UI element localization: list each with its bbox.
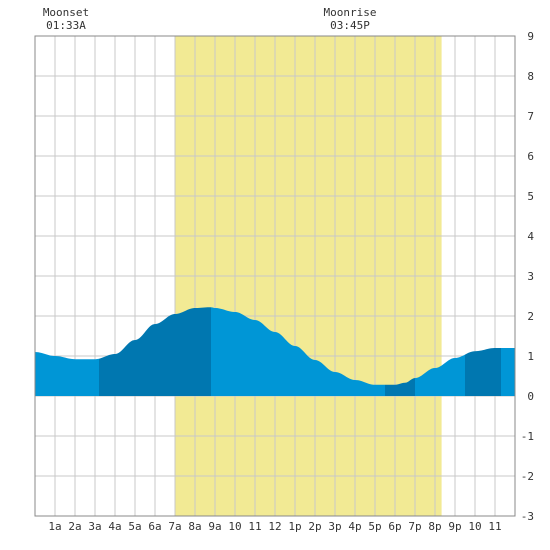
moon-event-time: 03:45P bbox=[330, 19, 370, 32]
y-tick-label: 7 bbox=[527, 110, 534, 123]
x-tick-label: 8p bbox=[428, 520, 441, 533]
x-tick-label: 11 bbox=[488, 520, 501, 533]
moon-event-label: Moonset bbox=[43, 6, 89, 19]
y-tick-label: -1 bbox=[521, 430, 534, 443]
tide-area-dark bbox=[99, 307, 211, 396]
tide-area-dark bbox=[465, 348, 501, 396]
x-tick-label: 1p bbox=[288, 520, 301, 533]
tide-area-light bbox=[415, 354, 465, 396]
x-tick-label: 6a bbox=[148, 520, 161, 533]
x-tick-label: 9p bbox=[448, 520, 461, 533]
x-tick-label: 2p bbox=[308, 520, 321, 533]
tide-area-light bbox=[501, 348, 515, 396]
x-tick-label: 10 bbox=[228, 520, 241, 533]
x-tick-label: 11 bbox=[248, 520, 261, 533]
x-axis-labels: 1a 2a 3a 4a 5a 6a 7a 8a 9a 10 11 12 1p 2p 3p 4p 5p 6p 7p 8p… bbox=[48, 520, 501, 533]
moon-event-time: 01:33A bbox=[46, 19, 86, 32]
x-tick-label: 4a bbox=[108, 520, 121, 533]
x-tick-label: 7a bbox=[168, 520, 181, 533]
y-tick-label: 1 bbox=[527, 350, 534, 363]
x-tick-label: 8a bbox=[188, 520, 201, 533]
tide-area-dark bbox=[385, 378, 415, 396]
x-tick-label: 6p bbox=[388, 520, 401, 533]
x-tick-label: 3p bbox=[328, 520, 341, 533]
x-tick-label: 7p bbox=[408, 520, 421, 533]
y-tick-label: 0 bbox=[527, 390, 534, 403]
plot-frame bbox=[34, 35, 516, 517]
y-tick-label: 2 bbox=[527, 310, 534, 323]
y-axis-labels: -3 -2 -1 0 1 2 3 4 5 6 7 8 9 bbox=[521, 30, 535, 523]
x-tick-label: 9a bbox=[208, 520, 221, 533]
x-tick-label: 4p bbox=[348, 520, 361, 533]
x-tick-label: 2a bbox=[68, 520, 81, 533]
x-tick-label: 10 bbox=[468, 520, 481, 533]
tide-area-light bbox=[35, 352, 99, 396]
x-tick-label: 3a bbox=[88, 520, 101, 533]
y-tick-label: 4 bbox=[527, 230, 534, 243]
y-tick-label: -2 bbox=[521, 470, 534, 483]
y-tick-label: 9 bbox=[527, 30, 534, 43]
tide-area-light bbox=[211, 307, 385, 396]
moon-event-label: Moonrise bbox=[324, 6, 377, 19]
x-tick-label: 5a bbox=[128, 520, 141, 533]
x-tick-label: 12 bbox=[268, 520, 281, 533]
y-tick-label: 5 bbox=[527, 190, 534, 203]
y-tick-label: 6 bbox=[527, 150, 534, 163]
x-tick-label: 5p bbox=[368, 520, 381, 533]
y-tick-label: 3 bbox=[527, 270, 534, 283]
x-tick-label: 1a bbox=[48, 520, 61, 533]
y-tick-label: 8 bbox=[527, 70, 534, 83]
tide-area-layer bbox=[35, 307, 515, 396]
y-tick-label: -3 bbox=[521, 510, 534, 523]
grid-layer bbox=[35, 36, 515, 516]
